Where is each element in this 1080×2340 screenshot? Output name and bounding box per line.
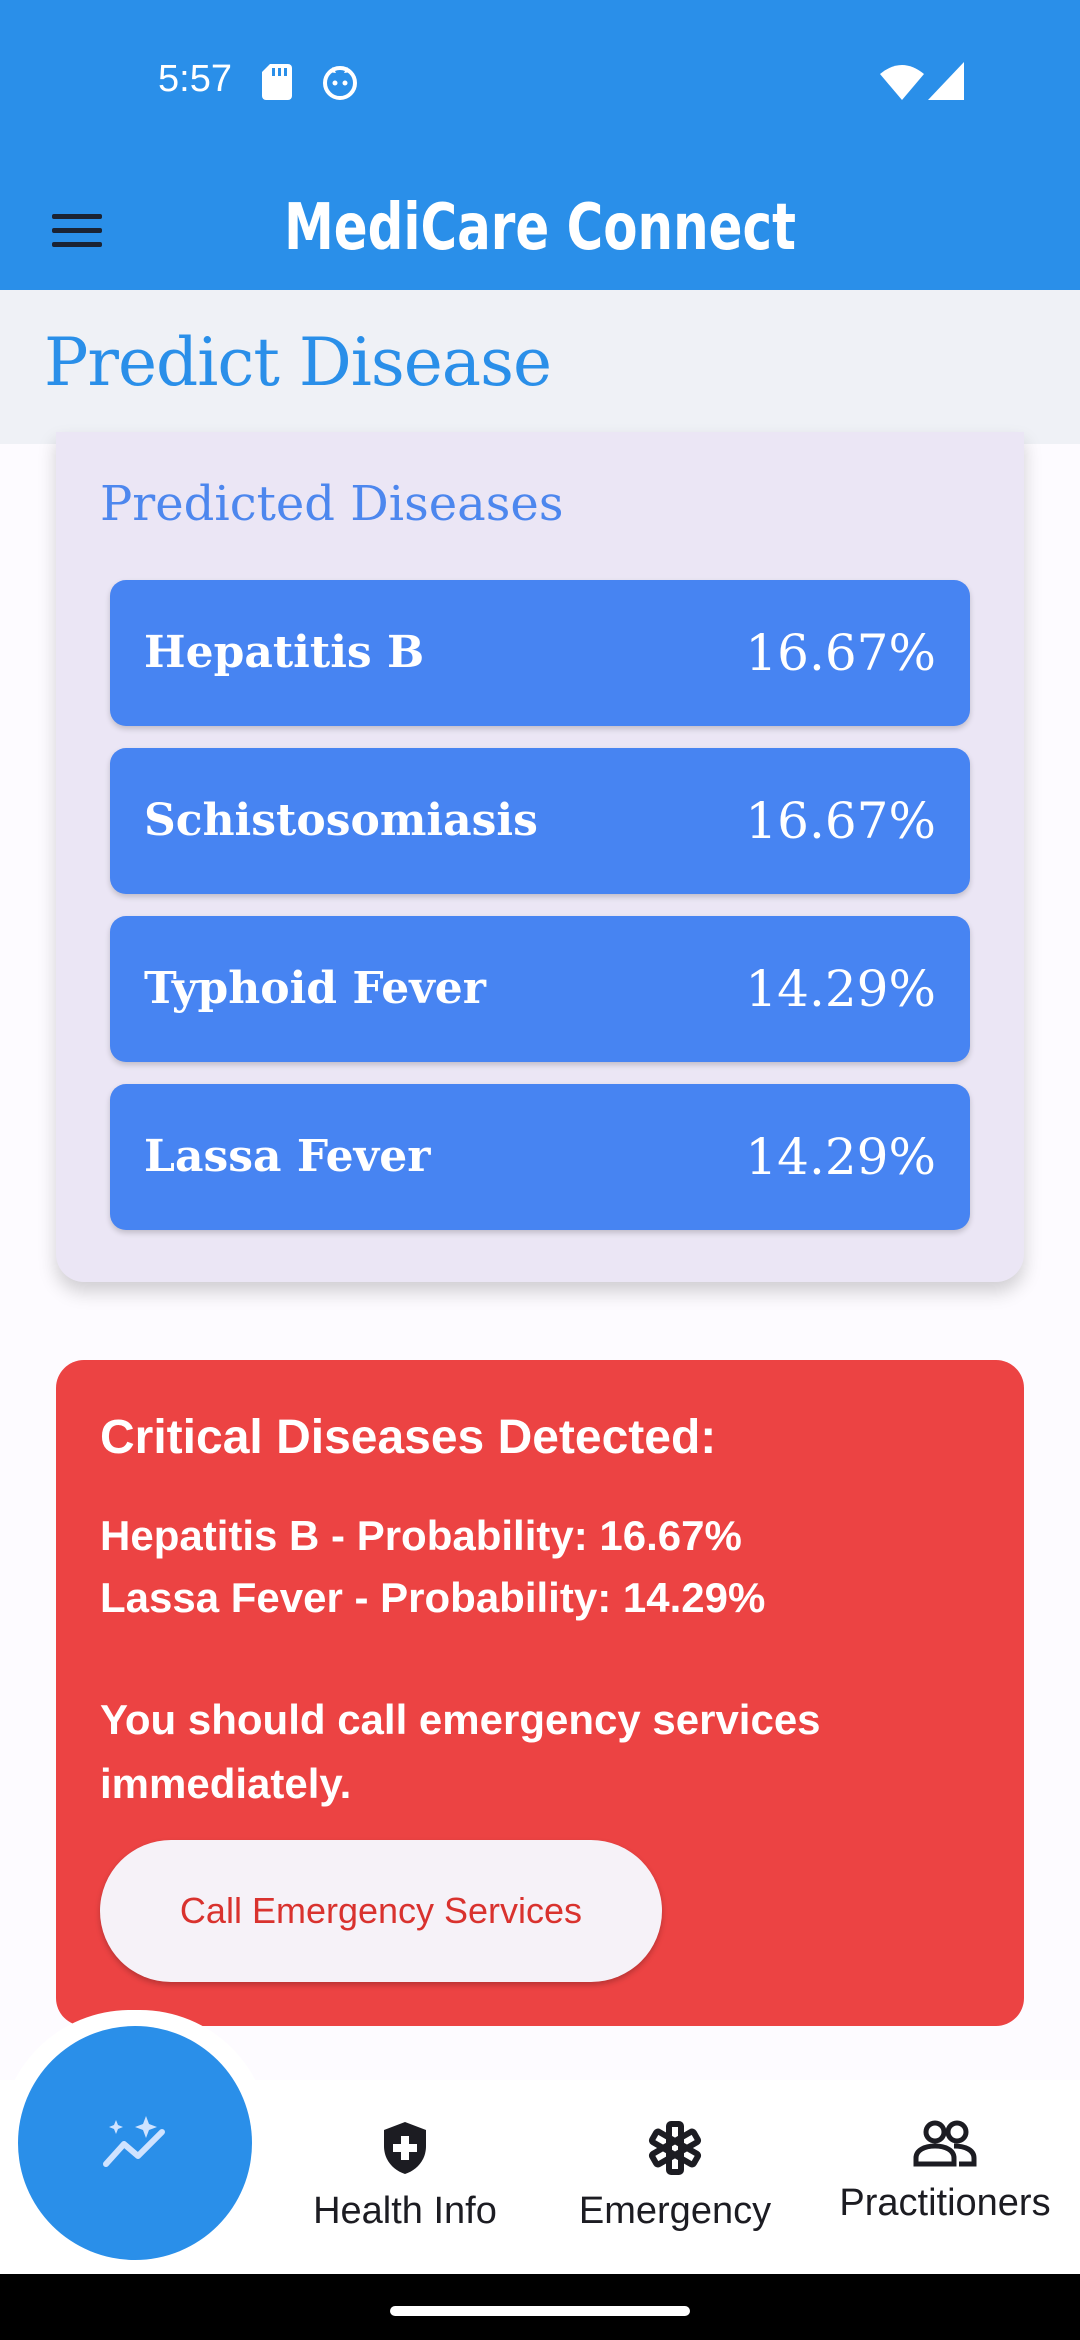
hamburger-menu-icon[interactable] xyxy=(40,194,112,266)
nav-label-emergency: Emergency xyxy=(578,2190,772,2232)
predicted-diseases-heading: Predicted Diseases xyxy=(100,476,564,532)
nav-health-info[interactable]: Health Info xyxy=(300,2120,510,2260)
predict-trend-icon xyxy=(103,2116,165,2167)
disease-name: Lassa Fever xyxy=(144,1131,431,1182)
page-header: Predict Disease xyxy=(0,290,1080,444)
status-time: 5:57 xyxy=(158,58,232,100)
disease-name: Schistosomiasis xyxy=(144,795,538,846)
status-bar: 5:57 xyxy=(0,0,1080,166)
critical-line-2: Lassa Fever - Probability: 14.29% xyxy=(100,1574,766,1621)
disease-item-lassa-fever[interactable]: Lassa Fever 14.29% xyxy=(110,1084,970,1230)
nav-label-health-info: Health Info xyxy=(313,2190,497,2232)
call-emergency-button[interactable]: Call Emergency Services xyxy=(100,1840,662,1982)
app-title: MediCare Connect xyxy=(284,191,796,265)
cell-signal-icon xyxy=(928,62,964,100)
shield-plus-icon xyxy=(384,2122,426,2174)
nav-label-practitioners: Practitioners xyxy=(839,2182,1051,2224)
disease-name: Typhoid Fever xyxy=(144,963,486,1014)
disease-percent: 14.29% xyxy=(745,960,936,1018)
wifi-icon xyxy=(880,65,924,100)
app-bar: MediCare Connect xyxy=(0,166,1080,290)
predicted-diseases-card: Predicted Diseases Hepatitis B 16.67% Sc… xyxy=(56,432,1024,1282)
critical-heading: Critical Diseases Detected: xyxy=(100,1411,717,1464)
sd-card-icon xyxy=(262,64,292,100)
disease-percent: 14.29% xyxy=(745,1128,936,1186)
critical-message: You should call emergency services immed… xyxy=(100,1696,821,1807)
notification-app-icon xyxy=(323,66,357,100)
page-title: Predict Disease xyxy=(44,324,552,401)
disease-item-schistosomiasis[interactable]: Schistosomiasis 16.67% xyxy=(110,748,970,894)
disease-item-typhoid-fever[interactable]: Typhoid Fever 14.29% xyxy=(110,916,970,1062)
critical-line-1: Hepatitis B - Probability: 16.67% xyxy=(100,1512,742,1559)
critical-diseases-card: Critical Diseases Detected: Hepatitis B … xyxy=(56,1360,1024,2026)
disease-name: Hepatitis B xyxy=(144,627,425,678)
gesture-navigation-bar xyxy=(0,2274,1080,2340)
medical-star-icon xyxy=(648,2121,702,2175)
disease-percent: 16.67% xyxy=(745,624,936,682)
predict-disease-fab[interactable] xyxy=(18,2026,252,2260)
disease-item-hepatitis-b[interactable]: Hepatitis B 16.67% xyxy=(110,580,970,726)
nav-emergency[interactable]: Emergency xyxy=(570,2120,780,2260)
people-icon xyxy=(913,2120,977,2167)
nav-practitioners[interactable]: Practitioners xyxy=(830,2120,1060,2260)
disease-percent: 16.67% xyxy=(745,792,936,850)
home-gesture-handle[interactable] xyxy=(390,2306,690,2316)
